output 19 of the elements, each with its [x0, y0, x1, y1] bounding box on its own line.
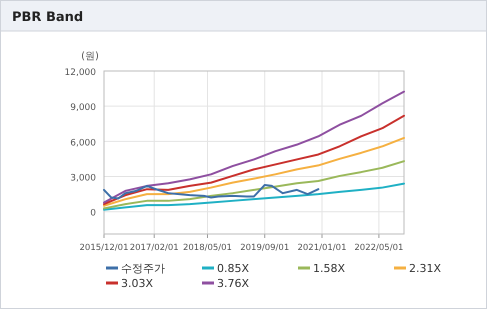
legend-label: 수정주가	[121, 262, 165, 275]
legend-label: 1.58X	[313, 262, 346, 275]
chart-title: PBR Band	[12, 10, 84, 25]
x-tick-label: 2018/05/01	[182, 243, 232, 253]
x-tick-label: 2019/09/01	[240, 243, 290, 253]
legend-label: 3.03X	[121, 277, 154, 290]
legend-label: 3.76X	[217, 277, 250, 290]
y-tick-label: 0	[90, 208, 96, 219]
x-tick-label: 2017/02/01	[130, 243, 179, 253]
y-tick-label: 12,000	[64, 68, 96, 78]
y-tick-label: 6,000	[70, 138, 96, 148]
legend-label: 0.85X	[217, 262, 250, 275]
x-tick-label: 2015/12/01	[80, 243, 128, 253]
y-tick-label: 3,000	[70, 174, 96, 184]
legend-label: 2.31X	[409, 262, 442, 275]
x-tick-label: 2021/01/01	[297, 243, 346, 253]
text: (원)	[81, 51, 99, 62]
x-tick-label: 2022/05/01	[354, 243, 404, 253]
y-tick-label: 9,000	[70, 103, 96, 114]
